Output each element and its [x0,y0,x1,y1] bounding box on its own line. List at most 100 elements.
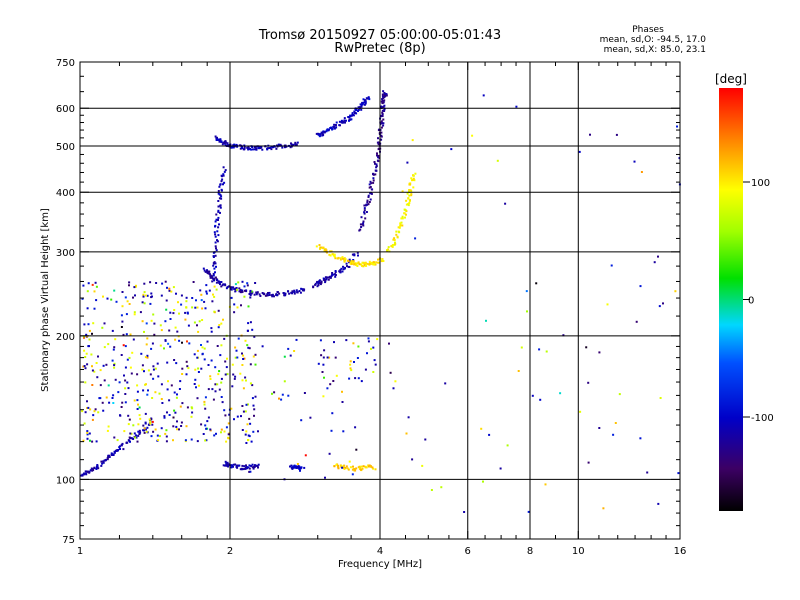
echo-point [207,364,210,366]
echo-point [121,401,124,404]
echo-point [226,357,228,360]
echo-point [221,143,224,146]
echo-point [248,467,251,470]
echo-point [299,467,302,470]
echo-point [578,150,581,153]
echo-point [102,409,105,412]
echo-point [143,370,145,373]
echo-point [217,226,220,229]
echo-point [106,458,109,461]
echo-point [86,407,89,409]
echo-point [362,224,365,227]
echo-point [506,444,509,447]
echo-point [535,282,538,285]
echo-point [151,423,154,426]
echo-point [214,235,217,238]
echo-point [354,426,357,429]
echo-point [181,373,184,375]
echo-point [215,288,218,291]
echo-point [376,141,379,144]
echo-point [281,146,284,149]
echo-point [217,234,220,237]
echo-point [121,291,124,293]
echo-point [209,276,212,279]
echo-point [170,384,173,387]
colorbar-tick-label: 100 [751,178,770,189]
echo-point [345,262,348,265]
echo-point [251,463,254,466]
echo-point [226,286,229,289]
echo-point [662,302,664,305]
echo-point [87,282,90,285]
echo-point [249,321,252,324]
echo-point [88,470,91,473]
echo-point [204,407,207,410]
echo-point [132,296,134,299]
echo-point [168,289,171,292]
echo-point [323,349,326,352]
echo-point [358,106,361,109]
echo-point [127,387,130,390]
echo-point [92,469,95,471]
echo-point [369,186,372,188]
y-tick-label: 400 [56,188,75,199]
echo-point [361,264,363,267]
echo-point [317,132,320,135]
echo-point [335,463,338,466]
echo-point [179,380,182,383]
echo-point [288,292,291,295]
echo-point [193,321,196,324]
echo-point [520,346,523,349]
echo-point [221,401,224,404]
echo-point [136,373,139,376]
echo-point [236,466,239,469]
echo-point [364,261,367,264]
echo-point [184,439,187,442]
echo-point [149,422,152,425]
echo-point [249,422,252,425]
echo-point [411,139,414,142]
y-tick-label: 500 [56,142,75,153]
echo-point [236,464,239,467]
echo-point [254,464,257,467]
echo-point [217,138,220,141]
echo-point [124,296,127,299]
echo-point [121,442,124,445]
echo-point [81,297,84,300]
echo-point [408,202,411,204]
echo-point [214,390,217,393]
echo-point [374,468,377,471]
echo-point [208,273,211,276]
echo-point [355,109,358,111]
echo-point [91,418,94,421]
echo-point [206,420,209,423]
echo-point [350,114,353,117]
echo-point [198,320,201,323]
echo-point [230,286,233,289]
echo-point [137,430,140,433]
echo-point [202,433,205,435]
echo-point [299,291,302,294]
echo-point [114,338,117,341]
echo-point [124,379,127,382]
echo-point [241,429,244,431]
echo-point [178,428,180,431]
echo-point [269,147,271,149]
echo-point [123,374,125,377]
echo-point [93,370,96,373]
echo-point [148,418,151,421]
echo-point [83,323,86,326]
echo-point [266,294,269,297]
echo-point [234,283,237,286]
phase-stats-header: Phases [632,25,664,35]
echo-point [172,312,175,315]
echo-point [324,279,327,282]
echo-point [324,248,327,251]
echo-point [318,279,321,282]
echo-point [178,339,181,342]
echo-point [156,434,159,437]
echo-point [657,255,659,258]
echo-point [95,468,98,470]
echo-point [270,294,273,297]
echo-point [215,249,218,252]
